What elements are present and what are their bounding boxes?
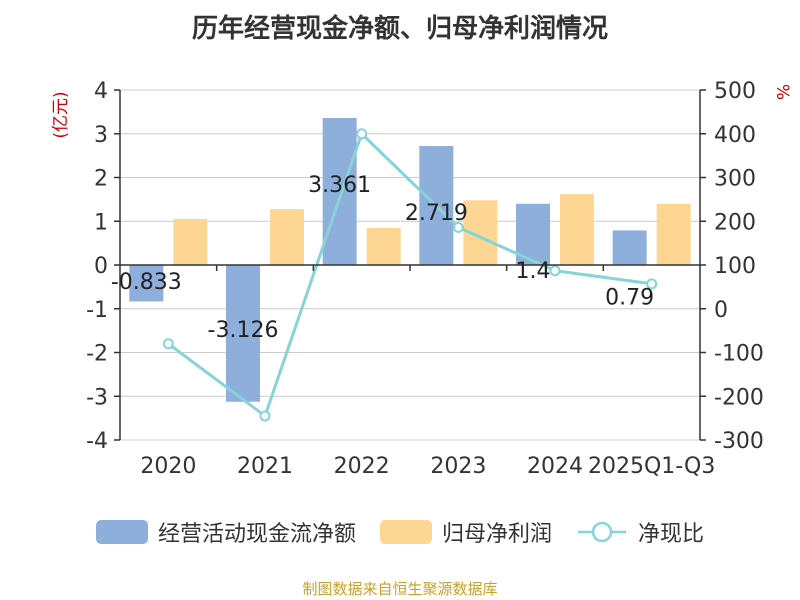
- legend-label-cashflow: 经营活动现金流净额: [157, 522, 356, 547]
- cashflow-data-label: -0.833: [111, 270, 182, 295]
- ratio-point: [259, 410, 271, 422]
- chart-title: 历年经营现金净额、归母净利润情况: [191, 14, 608, 44]
- left-tick-label: -1: [86, 298, 108, 323]
- cashflow-bar: [612, 230, 647, 265]
- legend-item-ratio[interactable]: 净现比: [576, 516, 704, 548]
- right-tick-label: -300: [714, 429, 764, 454]
- legend: 经营活动现金流净额 归母净利润 净现比: [0, 516, 800, 548]
- right-tick-label: 200: [714, 210, 756, 235]
- right-tick-label: -200: [714, 385, 764, 410]
- category-label: 2023: [430, 454, 486, 479]
- right-tick-label: 100: [714, 254, 756, 279]
- cashflow-bar: [129, 265, 164, 302]
- net-profit-bar: [173, 219, 208, 265]
- right-tick-label: 0: [714, 298, 728, 323]
- cashflow-data-label: -3.126: [208, 318, 279, 343]
- legend-swatch-cashflow: [95, 520, 148, 544]
- net-profit-bar: [270, 209, 304, 265]
- right-axis-title: %: [772, 84, 792, 100]
- ratio-point: [356, 128, 368, 140]
- ratio-point: [646, 278, 658, 290]
- category-label: 2021: [237, 454, 293, 479]
- legend-swatch-net-profit: [379, 520, 432, 544]
- category-label: 2025Q1-Q3: [588, 454, 715, 479]
- ratio-point: [452, 221, 464, 233]
- cashflow-data-label: 2.719: [405, 201, 468, 226]
- right-tick-label: 400: [714, 123, 756, 148]
- net-profit-bar: [366, 227, 401, 265]
- legend-label-ratio: 净现比: [638, 522, 705, 547]
- left-tick-label: 2: [94, 167, 108, 192]
- right-tick-label: 500: [714, 79, 756, 104]
- category-label: 2022: [334, 454, 390, 479]
- category-label: 2024: [527, 454, 583, 479]
- net-profit-bar: [656, 203, 691, 265]
- category-label: 2020: [140, 454, 196, 479]
- left-tick-label: -3: [86, 385, 108, 410]
- legend-line-icon: [578, 521, 626, 543]
- left-tick-label: -2: [86, 342, 108, 367]
- right-tick-label: -100: [714, 342, 764, 367]
- left-tick-label: 1: [94, 210, 108, 235]
- right-tick-label: 300: [714, 167, 756, 192]
- ratio-point: [549, 265, 561, 277]
- ratio-line: [167, 131, 652, 419]
- cashflow-data-label: 0.79: [605, 285, 654, 310]
- left-tick-label: 0: [94, 254, 108, 279]
- cashflow-data-label: 3.361: [308, 173, 371, 198]
- left-tick-label: -4: [86, 429, 108, 454]
- legend-label-net-profit: 归母净利润: [441, 522, 552, 547]
- left-axis-title: (亿元): [51, 91, 71, 138]
- legend-item-cashflow[interactable]: 经营活动现金流净额: [95, 516, 356, 548]
- cashflow-bar: [322, 117, 357, 265]
- source-note: 制图数据来自恒生聚源数据库: [302, 580, 498, 598]
- ratio-point: [162, 338, 174, 350]
- left-tick-label: 4: [94, 79, 108, 104]
- cashflow-bar: [226, 265, 260, 402]
- net-profit-bar: [560, 194, 594, 265]
- left-tick-label: 3: [94, 123, 108, 148]
- cashflow-data-label: 1.4: [516, 259, 551, 284]
- legend-item-net-profit[interactable]: 归母净利润: [379, 516, 552, 548]
